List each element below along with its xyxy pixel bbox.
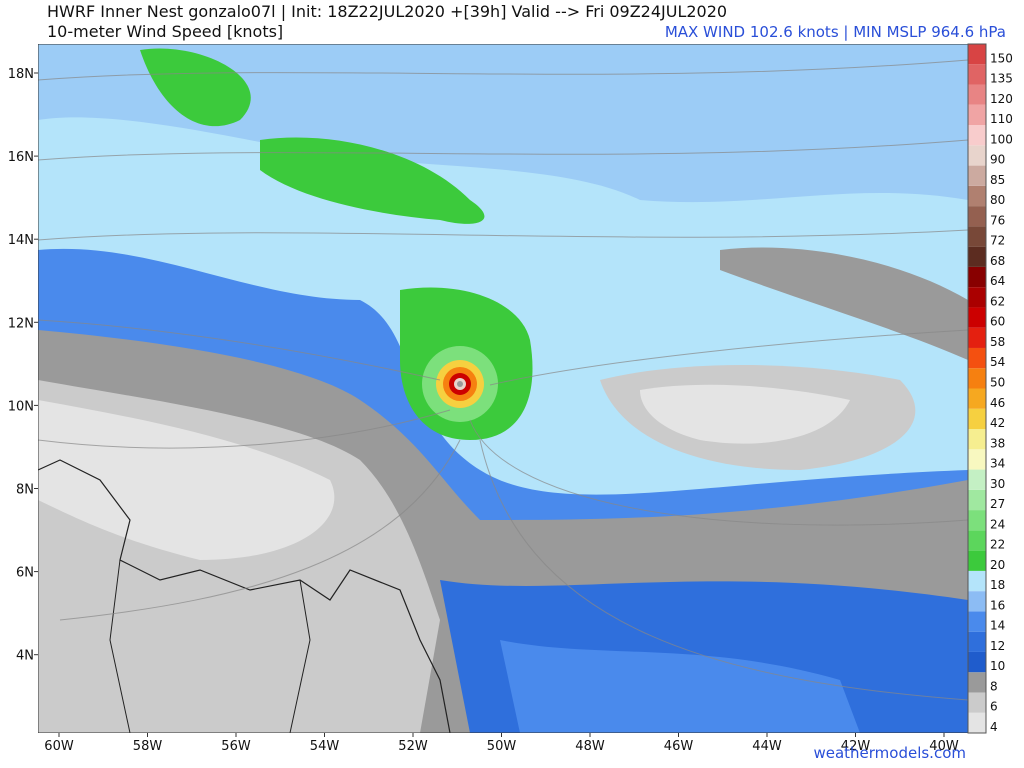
colorbar-label: 76	[990, 213, 1005, 227]
color-cell	[968, 429, 986, 450]
colorbar-label: 85	[990, 173, 1005, 187]
colorbar-label: 18	[990, 578, 1005, 592]
color-cell	[968, 64, 986, 85]
color-cell	[968, 550, 986, 571]
color-cell	[968, 104, 986, 126]
color-cell	[968, 368, 986, 389]
colorbar-label: 16	[990, 598, 1005, 612]
color-cell	[968, 388, 986, 409]
color-cell	[968, 449, 986, 470]
colorbar-label: 60	[990, 315, 1005, 329]
lon-label: 56W	[221, 739, 251, 754]
color-cell	[968, 145, 986, 166]
lon-label: 44W	[752, 739, 782, 754]
colorbar-label: 58	[990, 335, 1005, 349]
color-cell	[968, 44, 986, 65]
lon-label: 40W	[929, 739, 959, 754]
color-cell	[968, 692, 986, 713]
colorbar-label: 62	[990, 294, 1005, 308]
colorbar-label: 80	[990, 193, 1005, 207]
lat-label: 18N	[8, 67, 34, 82]
color-cell	[968, 672, 986, 693]
colorbar-label: 30	[990, 477, 1005, 491]
color-cell	[968, 591, 986, 612]
colorbar-label: 54	[990, 355, 1005, 369]
color-cell	[968, 266, 986, 288]
color-cell	[968, 206, 986, 227]
lat-label: 8N	[16, 483, 34, 498]
color-cell	[968, 530, 986, 551]
map	[38, 44, 968, 733]
colorbar-label: 10	[990, 659, 1005, 673]
lat-label: 16N	[8, 150, 34, 165]
color-cell	[968, 570, 986, 592]
colorbar-label: 34	[990, 457, 1005, 471]
color-cell	[968, 469, 986, 490]
lon-label: 60W	[44, 739, 74, 754]
color-cell	[968, 327, 986, 348]
color-cell	[968, 347, 986, 369]
subtitle: 10-meter Wind Speed [knots]	[47, 22, 283, 41]
colorbar-label: 46	[990, 396, 1005, 410]
color-cell	[968, 287, 986, 308]
colorbar-label: 68	[990, 254, 1005, 268]
color-cell	[968, 489, 986, 511]
color-cell	[968, 510, 986, 531]
lon-label: 48W	[575, 739, 605, 754]
color-cell	[968, 185, 986, 207]
colorbar-label: 50	[990, 376, 1005, 390]
lon-label: 54W	[310, 739, 340, 754]
colorbar-label: 6	[990, 700, 998, 714]
color-cell	[968, 408, 986, 430]
lat-label: 4N	[16, 649, 34, 664]
colorbar-label: 4	[990, 720, 998, 734]
colorbar-label: 90	[990, 153, 1005, 167]
colorbar-label: 8	[990, 679, 998, 693]
colorbar-label: 14	[990, 619, 1005, 633]
lon-label: 46W	[664, 739, 694, 754]
stats: MAX WIND 102.6 knots | MIN MSLP 964.6 hP…	[665, 23, 1006, 41]
color-cell	[968, 712, 986, 733]
colorbar-label: 12	[990, 639, 1005, 653]
colorbar-label: 135	[990, 72, 1013, 86]
colorbar-label: 22	[990, 538, 1005, 552]
axis-labels: 18N 16N 14N 12N 10N 8N 6N 4N 60W 58W 56W 54W 52W 50W 4…	[8, 67, 959, 754]
colorbar-label: 150	[990, 51, 1013, 65]
colorbar: 4681012141618202224273034384246505458606…	[967, 43, 1013, 734]
footer: weathermodels.com	[813, 744, 966, 762]
colorbar-label: 27	[990, 497, 1005, 511]
lon-label: 52W	[398, 739, 428, 754]
colorbar-label: 120	[990, 92, 1013, 106]
color-cell	[968, 125, 986, 146]
color-cell	[968, 246, 986, 267]
color-cell	[968, 84, 986, 105]
colorbar-label: 72	[990, 234, 1005, 248]
color-cell	[968, 651, 986, 673]
colorbar-frame	[967, 43, 987, 734]
colorbar-label: 38	[990, 436, 1005, 450]
lat-label: 12N	[8, 316, 34, 331]
color-cell	[968, 631, 986, 652]
lat-label: 14N	[8, 233, 34, 248]
color-cell	[968, 611, 986, 632]
lat-label: 6N	[16, 566, 34, 581]
title: HWRF Inner Nest gonzalo07l | Init: 18Z22…	[47, 2, 727, 21]
colorbar-label: 24	[990, 517, 1005, 531]
colorbar-label: 42	[990, 416, 1005, 430]
lon-label: 50W	[487, 739, 517, 754]
color-cell	[968, 226, 986, 247]
color-cell	[968, 307, 986, 328]
colorbar-label: 20	[990, 558, 1005, 572]
color-cell	[968, 165, 986, 186]
lon-label: 42W	[841, 739, 871, 754]
colorbar-label: 100	[990, 132, 1013, 146]
colorbar-label: 110	[990, 112, 1013, 126]
lon-label: 58W	[133, 739, 163, 754]
colorbar-label: 64	[990, 274, 1005, 288]
lat-label: 10N	[8, 399, 34, 414]
